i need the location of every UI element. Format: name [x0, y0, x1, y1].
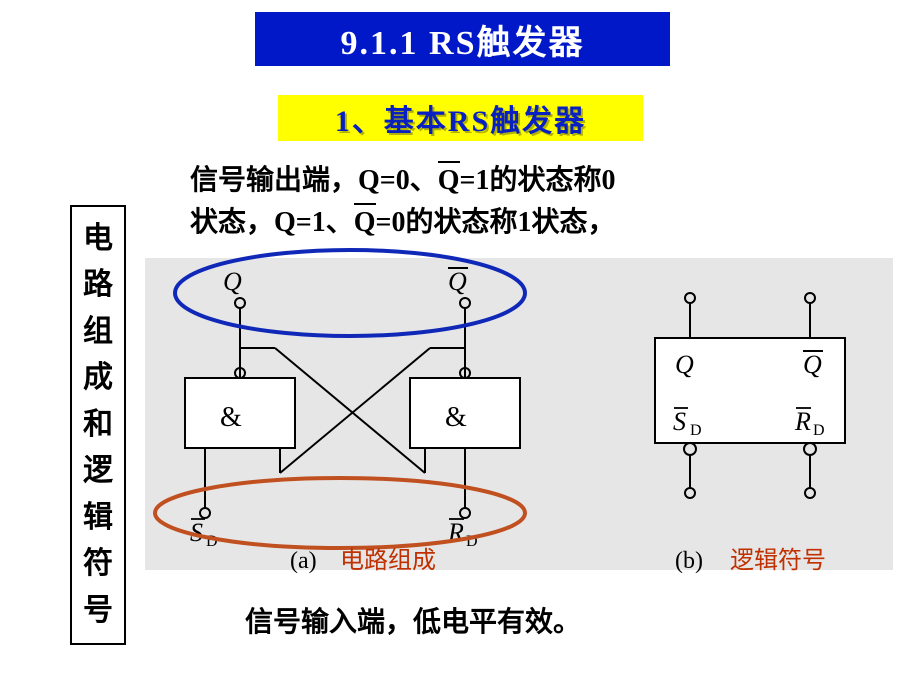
desc-qbar1: Q: [438, 165, 460, 196]
description-text: 信号输出端，Q=0、Q=1的状态称0 状态，Q=1、Q=0的状态称1状态，: [190, 160, 616, 244]
and-symbol-right: &: [445, 402, 467, 433]
caption-b: (b): [675, 548, 703, 574]
sidebar-char: 符: [83, 541, 113, 588]
desc-line1b: =1的状态称0: [460, 165, 616, 196]
sidebar-label: 电 路 组 成 和 逻 辑 符 号: [70, 205, 126, 645]
and-symbol-left: &: [220, 402, 242, 433]
sidebar-char: 和: [83, 402, 113, 449]
q-label-left: Q: [223, 267, 242, 296]
caption-a-text: 电路组成: [340, 547, 436, 574]
sidebar-char: 组: [83, 309, 113, 356]
sidebar-char: 路: [83, 262, 113, 309]
desc-qbar2: Q: [354, 207, 376, 238]
sidebar-char: 逻: [83, 448, 113, 495]
bottom-text: 信号输入端，低电平有效。: [245, 600, 581, 640]
desc-line2b: =0的状态称1状态，: [376, 207, 616, 238]
desc-line2a: 状态，Q=1、: [190, 207, 354, 238]
caption-a: (a): [290, 548, 317, 574]
sidebar-char: 电: [83, 216, 113, 263]
svg-text:S: S: [673, 407, 686, 436]
sidebar-char: 号: [83, 588, 113, 635]
page-title: 9.1.1 RS触发器: [255, 12, 670, 66]
circuit-diagram: & & Q Q S D R D: [145, 258, 893, 570]
sidebar-char: 成: [83, 355, 113, 402]
logic-symbol: Q Q S D R D: [655, 293, 845, 498]
svg-text:Q: Q: [803, 350, 822, 379]
caption-b-text: 逻辑符号: [730, 547, 826, 574]
page-subtitle: 1、基本RS触发器: [278, 95, 643, 141]
svg-text:D: D: [690, 422, 702, 439]
svg-text:Q: Q: [675, 350, 694, 379]
desc-line1a: 信号输出端，Q=0、: [190, 165, 438, 196]
svg-text:D: D: [813, 422, 825, 439]
qbar-label-right: Q: [448, 267, 467, 296]
svg-text:R: R: [794, 407, 811, 436]
sidebar-char: 辑: [83, 495, 113, 542]
